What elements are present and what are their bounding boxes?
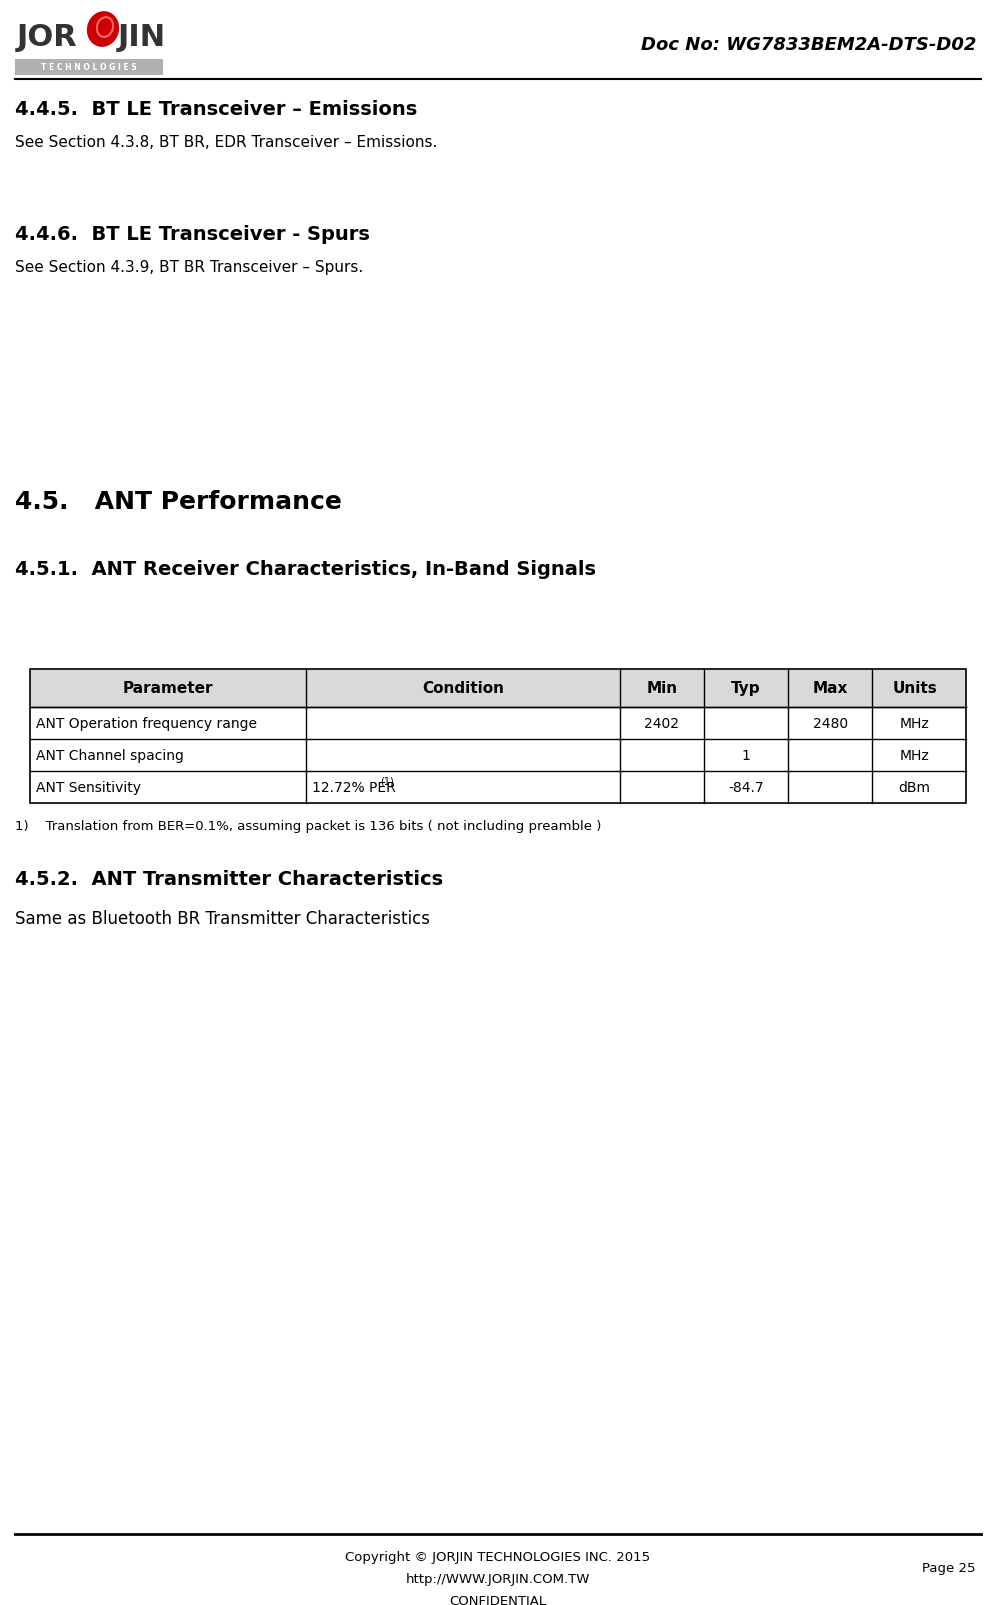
- Text: ANT Sensitivity: ANT Sensitivity: [36, 780, 141, 794]
- Text: Doc No: WG7833BEM2A-DTS-D02: Doc No: WG7833BEM2A-DTS-D02: [640, 35, 976, 55]
- Text: 4.4.6.  BT LE Transceiver - Spurs: 4.4.6. BT LE Transceiver - Spurs: [15, 225, 370, 244]
- Bar: [30, 669, 966, 804]
- Text: 4.5.2.  ANT Transmitter Characteristics: 4.5.2. ANT Transmitter Characteristics: [15, 870, 443, 889]
- Text: Copyright © JORJIN TECHNOLOGIES INC. 2015: Copyright © JORJIN TECHNOLOGIES INC. 201…: [346, 1550, 650, 1563]
- Text: See Section 4.3.9, BT BR Transceiver – Spurs.: See Section 4.3.9, BT BR Transceiver – S…: [15, 260, 364, 274]
- Text: T E C H N O L O G I E S: T E C H N O L O G I E S: [41, 64, 136, 72]
- Text: Min: Min: [646, 681, 677, 697]
- Text: Units: Units: [892, 681, 937, 697]
- Text: ANT Operation frequency range: ANT Operation frequency range: [36, 716, 257, 730]
- Text: MHz: MHz: [899, 748, 929, 762]
- Text: 4.5.   ANT Performance: 4.5. ANT Performance: [15, 490, 342, 514]
- Bar: [30, 669, 966, 708]
- Text: 1)    Translation from BER=0.1%, assuming packet is 136 bits ( not including pre: 1) Translation from BER=0.1%, assuming p…: [15, 820, 602, 833]
- Text: 2402: 2402: [644, 716, 679, 730]
- FancyBboxPatch shape: [15, 59, 163, 75]
- Ellipse shape: [97, 18, 114, 39]
- Text: Same as Bluetooth BR Transmitter Characteristics: Same as Bluetooth BR Transmitter Charact…: [15, 910, 430, 928]
- Text: Page 25: Page 25: [921, 1562, 975, 1575]
- Bar: [30, 740, 966, 772]
- Text: (1): (1): [380, 777, 393, 786]
- Text: Condition: Condition: [422, 681, 504, 697]
- Text: Parameter: Parameter: [123, 681, 213, 697]
- Text: JIN: JIN: [118, 22, 166, 51]
- Ellipse shape: [87, 13, 120, 48]
- Text: -84.7: -84.7: [728, 780, 764, 794]
- Text: MHz: MHz: [899, 716, 929, 730]
- Text: dBm: dBm: [898, 780, 930, 794]
- Text: Max: Max: [813, 681, 848, 697]
- Text: 2480: 2480: [813, 716, 848, 730]
- Text: CONFIDENTIAL: CONFIDENTIAL: [449, 1594, 547, 1605]
- Text: ANT Channel spacing: ANT Channel spacing: [36, 748, 184, 762]
- Text: 4.5.1.  ANT Receiver Characteristics, In-Band Signals: 4.5.1. ANT Receiver Characteristics, In-…: [15, 560, 596, 579]
- Bar: [30, 772, 966, 804]
- Text: 4.4.5.  BT LE Transceiver – Emissions: 4.4.5. BT LE Transceiver – Emissions: [15, 100, 417, 119]
- Text: 1: 1: [742, 748, 750, 762]
- Text: Typ: Typ: [731, 681, 761, 697]
- Text: 12.72% PER: 12.72% PER: [312, 780, 395, 794]
- Text: http://WWW.JORJIN.COM.TW: http://WWW.JORJIN.COM.TW: [405, 1571, 591, 1586]
- Text: JOR: JOR: [17, 22, 78, 51]
- Text: See Section 4.3.8, BT BR, EDR Transceiver – Emissions.: See Section 4.3.8, BT BR, EDR Transceive…: [15, 135, 437, 149]
- Bar: [30, 708, 966, 740]
